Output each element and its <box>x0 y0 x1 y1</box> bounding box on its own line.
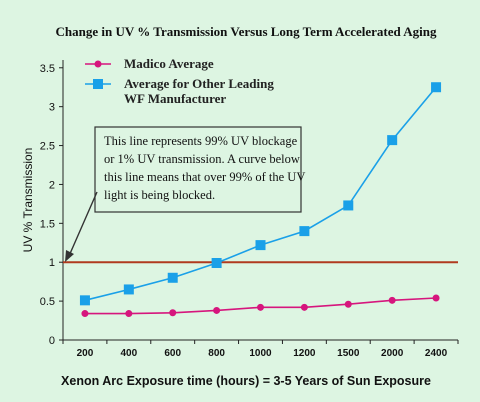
x-tick-label: 1500 <box>337 348 360 359</box>
data-point <box>343 200 354 211</box>
legend-item-madico: Madico Average <box>85 56 214 71</box>
y-tick-label: 1.5 <box>40 218 55 230</box>
x-axis-ticks: 200 400 600 800 1000 1200 1500 2000 2400 <box>62 340 459 359</box>
x-tick-label: 200 <box>77 348 94 359</box>
annotation-box <box>94 126 302 213</box>
annotation: This line represents 99% UV blockage or … <box>65 126 305 262</box>
x-tick-label: 400 <box>120 348 137 359</box>
annotation-line-2: or 1% UV transmission. A curve below <box>104 152 300 166</box>
data-point <box>123 284 134 295</box>
data-point <box>388 296 396 304</box>
y-axis-ticks: 0 0.5 1 1.5 2 2.5 3 3.5 <box>40 63 63 347</box>
data-point <box>81 310 89 318</box>
chart-title: Change in UV % Transmission Versus Long … <box>55 24 437 39</box>
annotation-line-3: this line means that over 99% of the UV <box>104 170 305 184</box>
annotation-line-4: light is being blocked. <box>104 188 215 202</box>
data-point <box>79 295 90 306</box>
data-point <box>431 82 442 93</box>
data-point <box>213 306 221 314</box>
legend-madico-marker <box>94 60 102 68</box>
legend-other-label-line-1: Average for Other Leading <box>124 76 274 91</box>
data-point <box>255 240 266 251</box>
y-tick-label: 2.5 <box>40 141 55 153</box>
y-tick-label: 0.5 <box>40 296 55 308</box>
data-point <box>167 272 178 283</box>
data-point <box>387 135 398 146</box>
legend: Madico Average Average for Other Leading… <box>85 56 274 106</box>
data-point <box>432 294 440 302</box>
data-point <box>300 303 308 311</box>
y-tick-label: 0 <box>49 335 55 347</box>
x-axis-label: Xenon Arc Exposure time (hours) = 3-5 Ye… <box>61 374 431 388</box>
y-tick-label: 2 <box>49 179 55 191</box>
x-tick-label: 1200 <box>293 348 316 359</box>
data-point <box>344 300 352 308</box>
legend-other-marker <box>93 79 103 89</box>
data-point <box>169 309 177 317</box>
x-tick-label: 1000 <box>249 348 272 359</box>
y-axis-label: UV % Transmission <box>21 148 35 253</box>
series-layer <box>79 82 442 318</box>
x-tick-label: 600 <box>164 348 181 359</box>
x-tick-label: 2400 <box>425 348 448 359</box>
annotation-line-1: This line represents 99% UV blockage <box>104 134 298 148</box>
legend-other-label-line-2: WF Manufacturer <box>124 91 226 106</box>
data-point <box>299 226 310 237</box>
annotation-arrowhead <box>65 250 74 262</box>
y-tick-label: 3.5 <box>40 63 55 75</box>
legend-item-other: Average for Other Leading WF Manufacture… <box>85 76 274 106</box>
legend-madico-label: Madico Average <box>124 56 214 71</box>
series-other <box>79 82 442 306</box>
data-point <box>211 258 222 268</box>
annotation-arrow-line <box>68 191 98 257</box>
y-tick-label: 3 <box>49 102 55 114</box>
series-madico <box>81 294 440 318</box>
x-tick-label: 800 <box>208 348 225 359</box>
x-tick-label: 2000 <box>381 348 404 359</box>
data-point <box>257 303 264 311</box>
data-point <box>125 310 133 318</box>
y-tick-label: 1 <box>49 257 55 269</box>
